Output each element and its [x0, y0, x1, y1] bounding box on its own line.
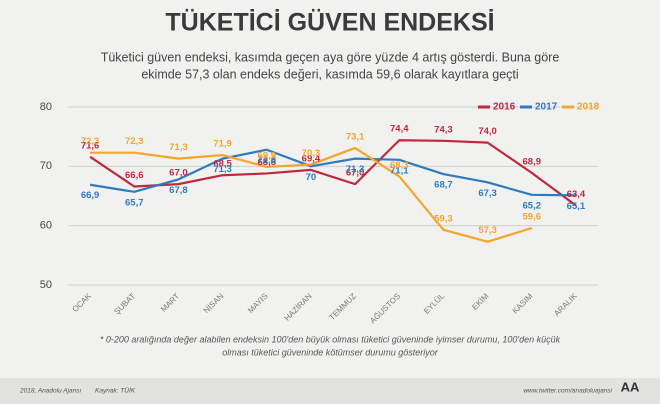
y-tick-label: 60 [40, 220, 52, 232]
legend-label: 2018 [577, 102, 600, 113]
footnote: * 0-200 aralığında değer alabilen endeks… [100, 334, 561, 344]
value-label: 65,7 [125, 197, 144, 208]
value-label: 59,6 [523, 212, 542, 223]
chart-title: TÜKETİCİ GÜVEN ENDEKSİ [165, 8, 494, 37]
footer-band [0, 378, 660, 404]
value-label: 72,8 [258, 155, 277, 166]
value-label: 59,3 [434, 213, 453, 224]
value-label: 74,0 [478, 126, 497, 137]
value-label: 63,4 [567, 189, 586, 200]
value-label: 69,4 [302, 153, 321, 164]
subtitle: Tüketici güven endeksi, kasımda geçen ay… [101, 50, 560, 64]
value-label: 67,3 [478, 188, 497, 199]
value-label: 70,3 [302, 148, 321, 159]
value-label: 70 [306, 172, 317, 183]
value-label: 57,3 [478, 225, 497, 236]
value-label: 74,3 [434, 124, 453, 135]
value-label: 65,1 [567, 201, 586, 212]
value-label: 67,0 [346, 168, 365, 179]
y-tick-label: 50 [40, 279, 52, 291]
series-line [89, 148, 576, 197]
legend-label: 2017 [535, 102, 558, 113]
footer-url: www.twitter.com/anadoluajansi [523, 388, 612, 395]
value-label: 67,8 [169, 185, 188, 196]
value-label: 68,9 [523, 156, 542, 167]
value-label: 72,3 [81, 136, 100, 147]
y-tick-label: 80 [40, 101, 52, 113]
value-label: 66,9 [81, 190, 100, 201]
value-label: 71,6 [81, 140, 100, 151]
value-label: 67,0 [169, 168, 188, 179]
value-label: 71,9 [213, 139, 232, 150]
footer-credit: 2018, Anadolu Ajansı [19, 388, 82, 395]
value-label: 68,3 [390, 160, 409, 171]
footnote: olması tüketici güveninde kötümser durum… [222, 347, 439, 357]
subtitle: ekimde 57,3 olan endeks değeri, kasımda … [141, 67, 518, 81]
series-line [90, 146, 533, 243]
value-label: 68,5 [213, 159, 232, 170]
value-label: 68,8 [258, 157, 277, 168]
y-tick-label: 70 [40, 160, 52, 172]
value-label: 69,9 [258, 150, 277, 161]
value-label: 71,3 [213, 164, 232, 175]
footer-source: Kaynak: TÜİK [95, 387, 136, 395]
logo: AA [621, 379, 640, 394]
value-label: 66,6 [125, 170, 144, 181]
value-label: 74,4 [390, 124, 409, 135]
value-label: 71,3 [169, 142, 188, 153]
legend-label: 2016 [493, 102, 516, 113]
value-label: 65,2 [523, 200, 542, 211]
value-label: 72,3 [125, 136, 144, 147]
value-label: 73,1 [346, 131, 365, 142]
value-label: 68,7 [434, 180, 453, 191]
value-label: 71,1 [390, 165, 409, 176]
series-line [89, 139, 577, 207]
value-label: 71,3 [346, 164, 365, 175]
